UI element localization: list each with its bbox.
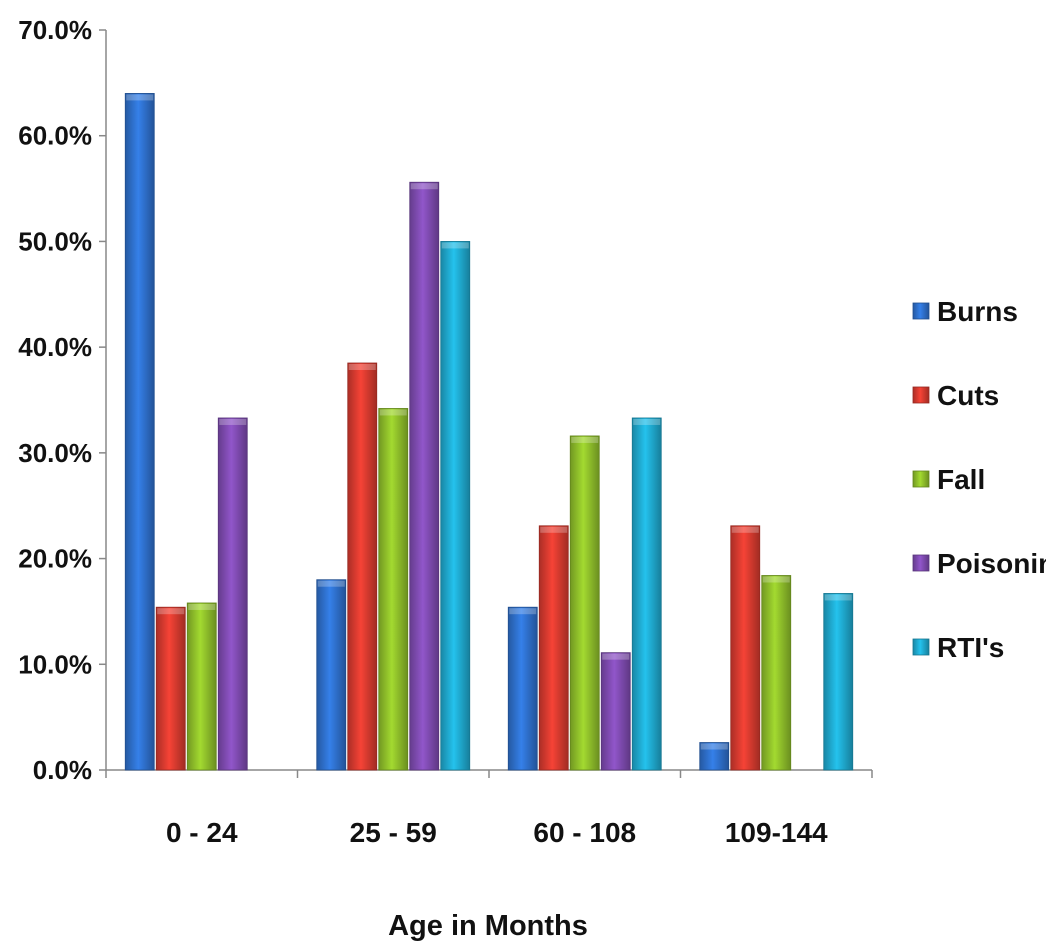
bar-poisoning-1: [409, 181, 440, 771]
bar-fall-3: [761, 575, 792, 771]
bar-highlight: [188, 603, 216, 610]
y-tick-label: 0.0%: [33, 755, 92, 785]
y-tick-label: 60.0%: [18, 121, 92, 151]
bar-cuts-3: [730, 525, 761, 771]
bar-highlight: [348, 364, 376, 370]
y-tick-label: 20.0%: [18, 544, 92, 574]
legend-swatch: [912, 470, 930, 488]
x-category-label: 0 - 24: [166, 817, 238, 848]
legend-swatch: [912, 386, 930, 404]
bar-highlight: [379, 409, 407, 416]
y-axis: 0.0% 10.0% 20.0% 30.0% 40.0% 50.0% 60.0% 70.0%: [18, 15, 107, 785]
bar-cuts-0: [155, 606, 186, 771]
bar-highlight: [126, 94, 154, 101]
legend-label: Burns: [937, 296, 1018, 327]
bar-highlight: [731, 526, 759, 533]
bar-rti-s-1: [440, 241, 471, 771]
x-axis-title: Age in Months: [388, 910, 588, 942]
bar-rti-s-2: [631, 417, 662, 771]
bar-burns-2: [507, 606, 538, 771]
legend-label: RTI's: [937, 632, 1004, 663]
bar-highlight: [824, 594, 852, 601]
y-tick-label: 30.0%: [18, 438, 92, 468]
bar-highlight: [762, 576, 790, 583]
bar-highlight: [633, 418, 661, 425]
y-tick-label: 40.0%: [18, 332, 92, 362]
bar-highlight: [317, 580, 345, 587]
bar-poisoning-0: [217, 417, 248, 771]
bar-fall-1: [378, 408, 409, 771]
x-category-label: 60 - 108: [533, 817, 636, 848]
bar-fall-0: [186, 602, 217, 771]
x-category-label: 25 - 59: [350, 817, 437, 848]
bars: [124, 93, 854, 771]
bar-highlight: [157, 608, 185, 615]
bar-highlight: [602, 653, 630, 660]
bar-fall-2: [569, 435, 600, 771]
bar-highlight: [410, 183, 438, 190]
x-axis: 0 - 24 25 - 59 60 - 108 109-144: [105, 769, 873, 848]
bar-highlight: [219, 418, 247, 425]
y-tick-label: 70.0%: [18, 15, 92, 45]
bar-cuts-2: [538, 525, 569, 771]
y-tick-label: 10.0%: [18, 649, 92, 679]
bar-burns-3: [699, 742, 730, 771]
bar-rti-s-3: [823, 593, 854, 771]
bar-highlight: [540, 526, 568, 533]
legend-swatch: [912, 638, 930, 656]
bar-highlight: [441, 242, 469, 249]
legend-swatch: [912, 554, 930, 572]
legend-label: Cuts: [937, 380, 999, 411]
bar-highlight: [700, 743, 728, 750]
legend-label: Fall: [937, 464, 985, 495]
bar-highlight: [571, 436, 599, 443]
legend-swatch: [912, 302, 930, 320]
legend-label: Poisoning: [937, 548, 1046, 579]
x-category-label: 109-144: [725, 817, 828, 848]
bar-burns-1: [316, 579, 347, 771]
y-tick-label: 50.0%: [18, 226, 92, 256]
bar-burns-0: [124, 93, 155, 771]
legend: Burns Cuts Fall Poisoning RTI's: [912, 296, 1046, 663]
bar-cuts-1: [347, 362, 378, 771]
bar-poisoning-2: [600, 652, 631, 771]
bar-highlight: [509, 608, 537, 615]
